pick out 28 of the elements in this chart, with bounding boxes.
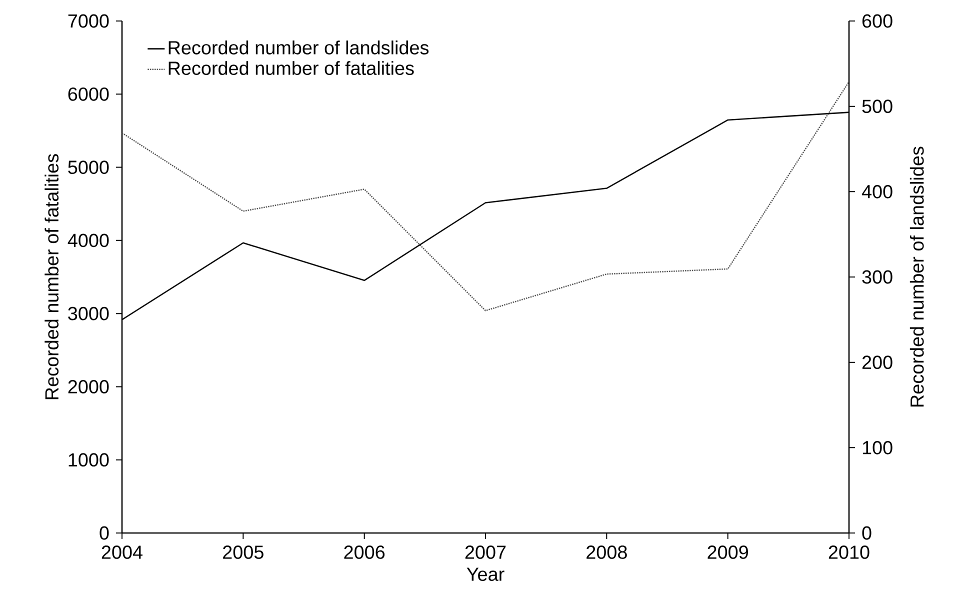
x-tick-label: 2007 xyxy=(465,546,506,559)
x-tick-label: 2009 xyxy=(708,546,748,559)
line-series xyxy=(121,81,850,312)
x-tick-label: 2004 xyxy=(102,546,142,559)
x-tick-label: 2010 xyxy=(828,546,870,559)
y2-tick-label: 200 xyxy=(862,356,892,370)
legend-label: Recorded number of landslides xyxy=(168,40,429,54)
y-tick-label: 5000 xyxy=(68,160,109,174)
y-tick-label: 1000 xyxy=(68,453,109,467)
y-tick-label: 7000 xyxy=(68,14,109,28)
y-tick-label: 6000 xyxy=(68,87,109,101)
y2-tick-label: 300 xyxy=(862,270,892,284)
y-tick-label: 2000 xyxy=(68,380,109,394)
x-tick-label: 2006 xyxy=(344,546,385,559)
y2-tick-label: 600 xyxy=(862,14,892,28)
x-tick-label: 2005 xyxy=(223,546,264,559)
legend-label: Recorded number of fatalities xyxy=(168,61,414,75)
y-axis-title: Recorded number of fatalities xyxy=(44,154,59,400)
y2-tick-label: 0 xyxy=(862,526,872,540)
y2-tick-label: 400 xyxy=(862,184,892,198)
y2-tick-label: 100 xyxy=(862,440,892,454)
x-tick-label: 2008 xyxy=(586,546,627,559)
y-tick-label: 4000 xyxy=(68,234,109,248)
y2-axis-title: Recorded number of landslides xyxy=(910,146,924,406)
y2-tick-label: 500 xyxy=(862,100,892,114)
x-axis-title: Year xyxy=(466,568,504,581)
y-tick-label: 3000 xyxy=(68,306,109,320)
y-tick-label: 0 xyxy=(100,526,109,540)
